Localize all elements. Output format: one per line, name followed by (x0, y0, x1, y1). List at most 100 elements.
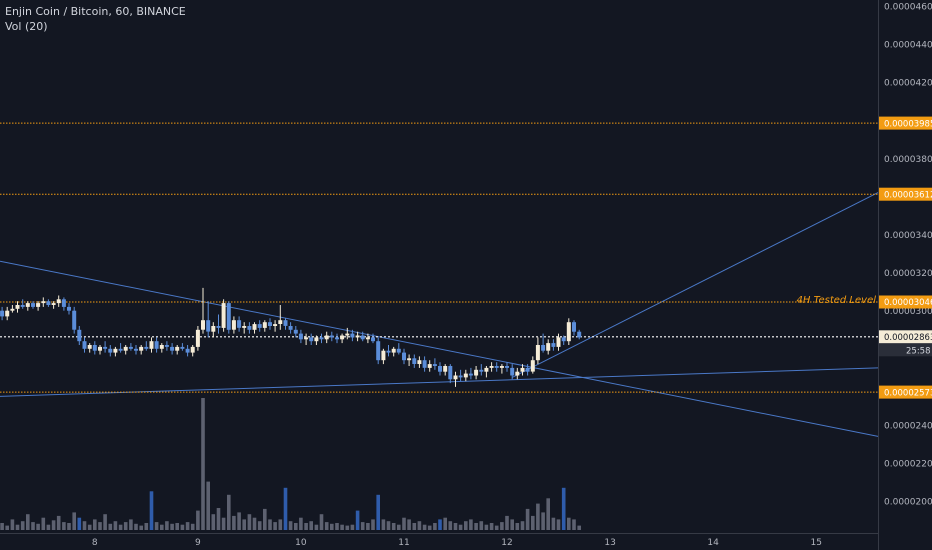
volume-bar (345, 525, 350, 530)
candle-body (391, 348, 396, 353)
candle-body (345, 333, 350, 336)
candle-body (355, 335, 360, 338)
volume-bar (500, 522, 504, 530)
candle-body (510, 367, 515, 376)
candle-body (149, 341, 154, 349)
volume-bar (247, 514, 252, 530)
level-price-badge[interactable] (879, 295, 932, 309)
level-price-badge[interactable] (879, 385, 932, 399)
volume-bar (546, 498, 550, 530)
candle-body (541, 345, 546, 351)
volume-bar (31, 522, 35, 530)
volume-bar (190, 523, 195, 530)
volume-bar (206, 481, 210, 530)
candle-body (530, 360, 535, 372)
candle-body (103, 346, 108, 349)
volume-bar (201, 398, 205, 530)
horizontal-levels[interactable] (0, 122, 878, 393)
candle-body (458, 375, 463, 378)
volume-bar (561, 487, 566, 530)
volume-bar (165, 521, 169, 530)
volume-bar (123, 522, 128, 530)
candle-body (221, 303, 226, 328)
candle-countdown-label: 25:58 (906, 346, 931, 356)
candle-body (386, 350, 391, 353)
candle-body (216, 326, 221, 328)
candle-body (190, 346, 195, 353)
volume-bar (494, 525, 499, 530)
candle-body (479, 369, 484, 372)
volume-bar (268, 519, 272, 530)
candle-body (499, 366, 504, 368)
volume-bar (319, 514, 324, 530)
volume-bar (139, 525, 143, 530)
candle-body (505, 366, 509, 368)
volume-bar (551, 517, 556, 530)
volume-bar (160, 524, 164, 530)
trendline[interactable] (0, 260, 879, 437)
candle-body (340, 335, 345, 340)
volume-bar (108, 523, 113, 530)
candle-body (195, 329, 200, 347)
time-tick-label: 11 (398, 538, 409, 548)
candle-body (438, 366, 442, 372)
level-price-badge[interactable] (879, 187, 932, 201)
candle-body (164, 345, 169, 347)
volume-bar (572, 519, 576, 530)
volume-bar (175, 523, 179, 530)
candle-body (468, 373, 473, 376)
candle-body (489, 366, 494, 368)
volume-bar (232, 515, 236, 530)
time-axis[interactable]: 8 9 10 11 12 13 14 15 (92, 538, 822, 548)
level-price-badge[interactable] (879, 116, 932, 130)
candle-body (288, 326, 293, 330)
candle-body (319, 337, 324, 340)
symbol-title[interactable]: Enjin Coin / Bitcoin, 60, BINANCE (5, 5, 186, 18)
candle-body (402, 352, 406, 361)
candle-body (15, 305, 20, 309)
candle-body (247, 326, 252, 330)
trendline[interactable] (511, 192, 879, 378)
trendline[interactable] (0, 367, 879, 397)
volume-bar (427, 525, 432, 530)
candle-body (407, 358, 412, 361)
candle-body (577, 331, 582, 338)
volume-bar (72, 512, 76, 530)
candle-body (98, 346, 102, 351)
volume-bar (371, 519, 375, 530)
volume-bar (355, 510, 360, 530)
trendlines[interactable] (0, 192, 879, 437)
candle-body (268, 322, 272, 326)
volume-bar (381, 519, 386, 530)
volume-bar (144, 523, 149, 530)
candle-body (494, 366, 499, 368)
candle-body (242, 326, 247, 328)
volume-bar (0, 523, 4, 530)
volume-bar (489, 523, 494, 530)
candle-body (144, 346, 149, 349)
candle-body (72, 310, 77, 330)
volume-indicator-label[interactable]: Vol (20) (5, 20, 48, 33)
candle-body (51, 303, 56, 305)
candle-body (551, 343, 556, 347)
current-price-badge[interactable] (879, 330, 932, 344)
volume-bar (118, 524, 123, 530)
candle-body (335, 337, 339, 340)
volume-bar (10, 519, 15, 530)
candle-body (134, 348, 138, 351)
volume-bar (350, 524, 355, 530)
candle-body (56, 299, 61, 304)
volume-bar (484, 524, 489, 530)
candle-body (412, 358, 417, 364)
candle-body (304, 337, 309, 340)
candle-body (31, 303, 35, 307)
volume-bar (536, 503, 540, 530)
candle-body (561, 337, 566, 342)
candle-body (535, 345, 540, 361)
